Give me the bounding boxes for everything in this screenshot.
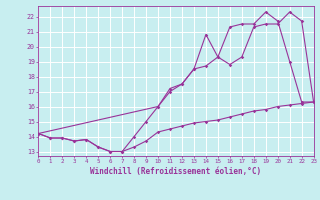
X-axis label: Windchill (Refroidissement éolien,°C): Windchill (Refroidissement éolien,°C) [91,167,261,176]
